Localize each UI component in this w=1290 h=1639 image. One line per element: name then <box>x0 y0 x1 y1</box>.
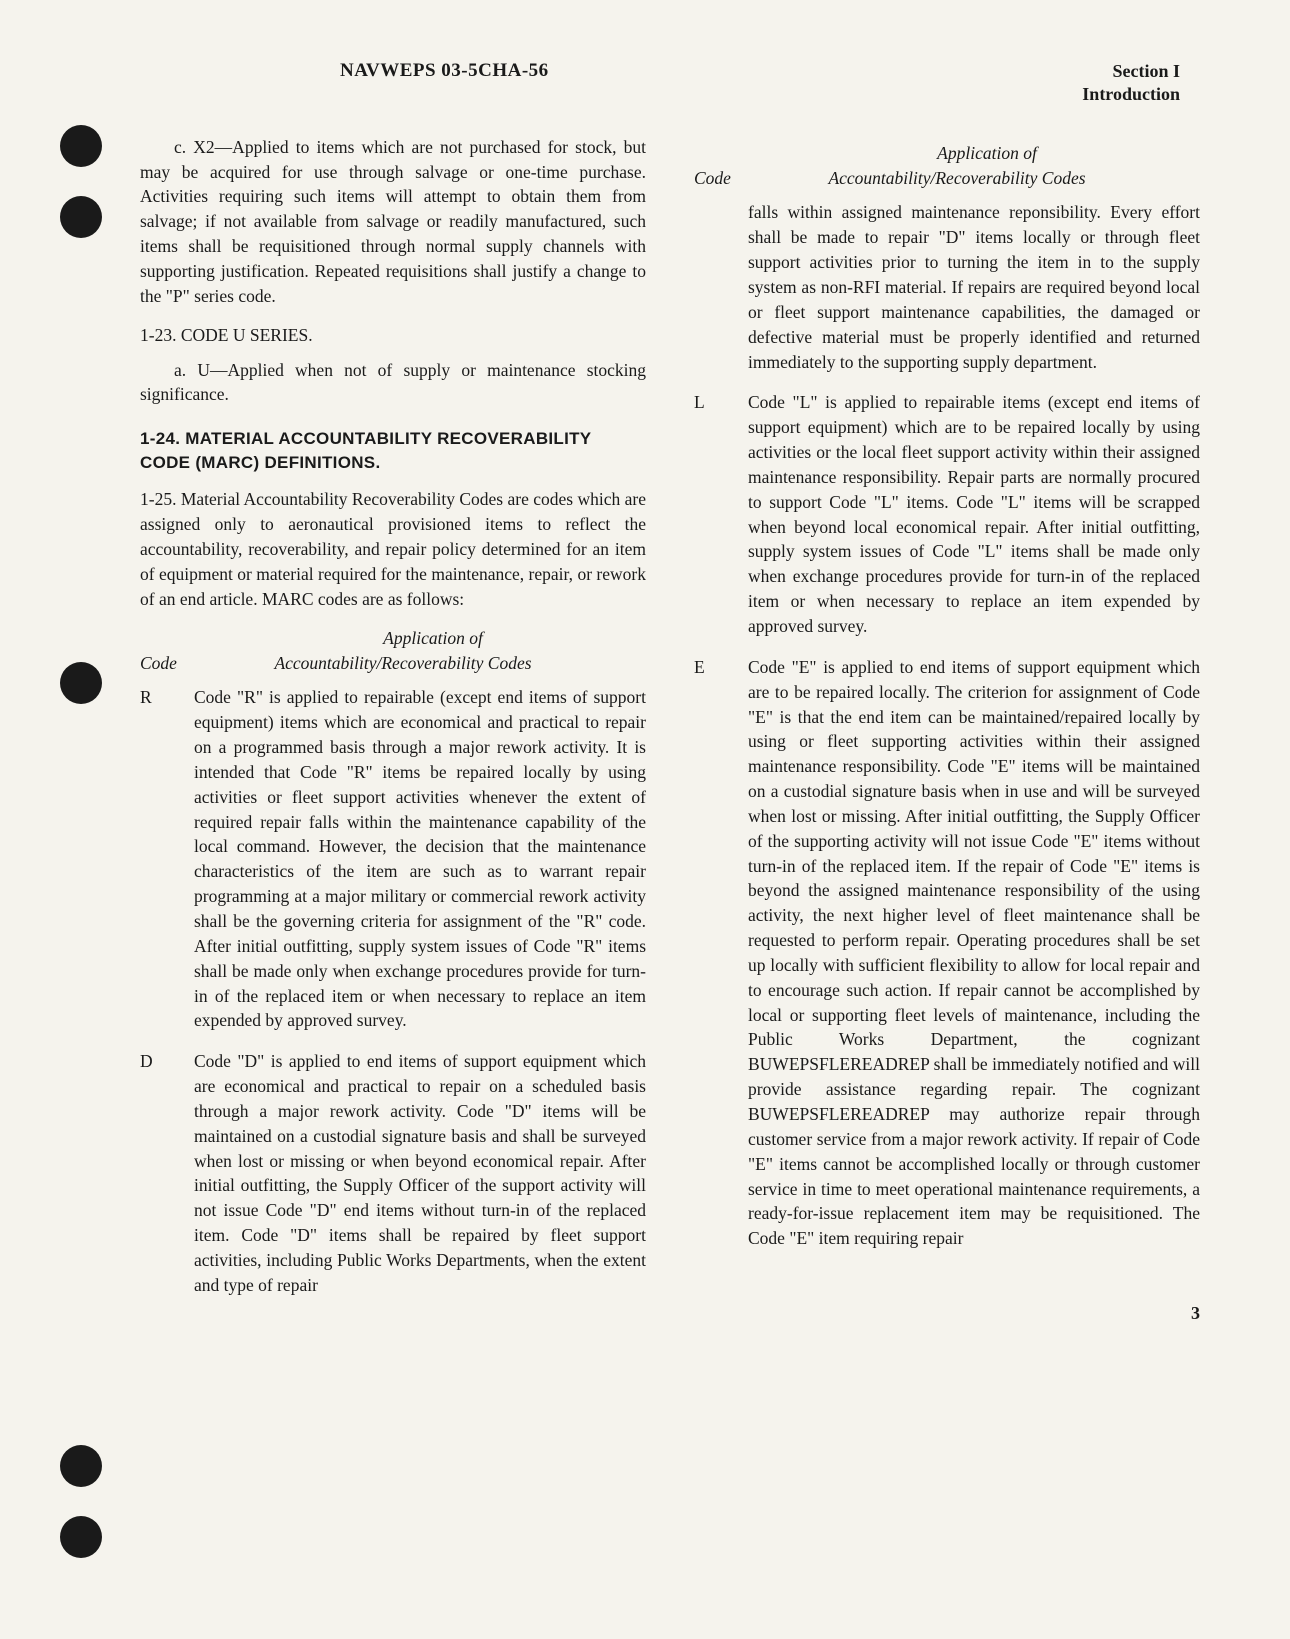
paragraph-c-x2: c. X2—Applied to items which are not pur… <box>140 135 646 309</box>
code-table-header-left: Application of Code Accountability/Recov… <box>140 626 646 676</box>
code-column-label-right: Code <box>694 166 754 191</box>
code-desc-label-right: Accountability/Recoverability Codes <box>754 166 1200 191</box>
document-id: NAVWEPS 03-5CHA-56 <box>340 60 549 82</box>
punch-hole <box>60 125 102 167</box>
application-of-label: Application of <box>140 626 646 651</box>
code-letter-l: L <box>694 390 748 638</box>
content-columns: c. X2—Applied to items which are not pur… <box>140 135 1200 1314</box>
code-text-l: Code "L" is applied to repairable items … <box>748 390 1200 638</box>
page-number: 3 <box>1191 1303 1200 1324</box>
punch-hole <box>60 662 102 704</box>
code-letter-d: D <box>140 1049 194 1297</box>
code-entry-r: R Code "R" is applied to repairable (exc… <box>140 685 646 1033</box>
code-letter-r: R <box>140 685 194 1033</box>
document-page: NAVWEPS 03-5CHA-56 Section I Introductio… <box>0 0 1290 1354</box>
code-entry-d: D Code "D" is applied to end items of su… <box>140 1049 646 1297</box>
code-table-header-right: Application of Code Accountability/Recov… <box>694 141 1200 191</box>
code-header-row: Code Accountability/Recoverability Codes <box>140 651 646 676</box>
paragraph-1-25: 1-25. Material Accountability Recoverabi… <box>140 487 646 611</box>
punch-hole <box>60 196 102 238</box>
code-entry-e: E Code "E" is applied to end items of su… <box>694 655 1200 1251</box>
code-entry-l: L Code "L" is applied to repairable item… <box>694 390 1200 638</box>
code-column-label: Code <box>140 651 200 676</box>
code-letter-e: E <box>694 655 748 1251</box>
application-of-label-right: Application of <box>694 141 1200 166</box>
left-column: c. X2—Applied to items which are not pur… <box>140 135 646 1314</box>
punch-hole <box>60 1516 102 1558</box>
punch-hole <box>60 1445 102 1487</box>
section-1-23: 1-23. CODE U SERIES. <box>140 323 646 348</box>
section-label: Section I Introduction <box>1082 60 1180 107</box>
page-header: NAVWEPS 03-5CHA-56 Section I Introductio… <box>140 60 1200 107</box>
code-header-row-right: Code Accountability/Recoverability Codes <box>694 166 1200 191</box>
code-text-d: Code "D" is applied to end items of supp… <box>194 1049 646 1297</box>
code-text-e: Code "E" is applied to end items of supp… <box>748 655 1200 1251</box>
section-title: Introduction <box>1082 83 1180 106</box>
code-d-continuation: falls within assigned maintenance repons… <box>694 200 1200 374</box>
right-column: Application of Code Accountability/Recov… <box>694 135 1200 1314</box>
section-number: Section I <box>1082 60 1180 83</box>
code-desc-label: Accountability/Recoverability Codes <box>200 651 646 676</box>
code-text-r: Code "R" is applied to repairable (excep… <box>194 685 646 1033</box>
paragraph-a-u: a. U—Applied when not of supply or maint… <box>140 358 646 408</box>
heading-1-24: 1-24. MATERIAL ACCOUNTABILITY RECOVERABI… <box>140 427 646 475</box>
